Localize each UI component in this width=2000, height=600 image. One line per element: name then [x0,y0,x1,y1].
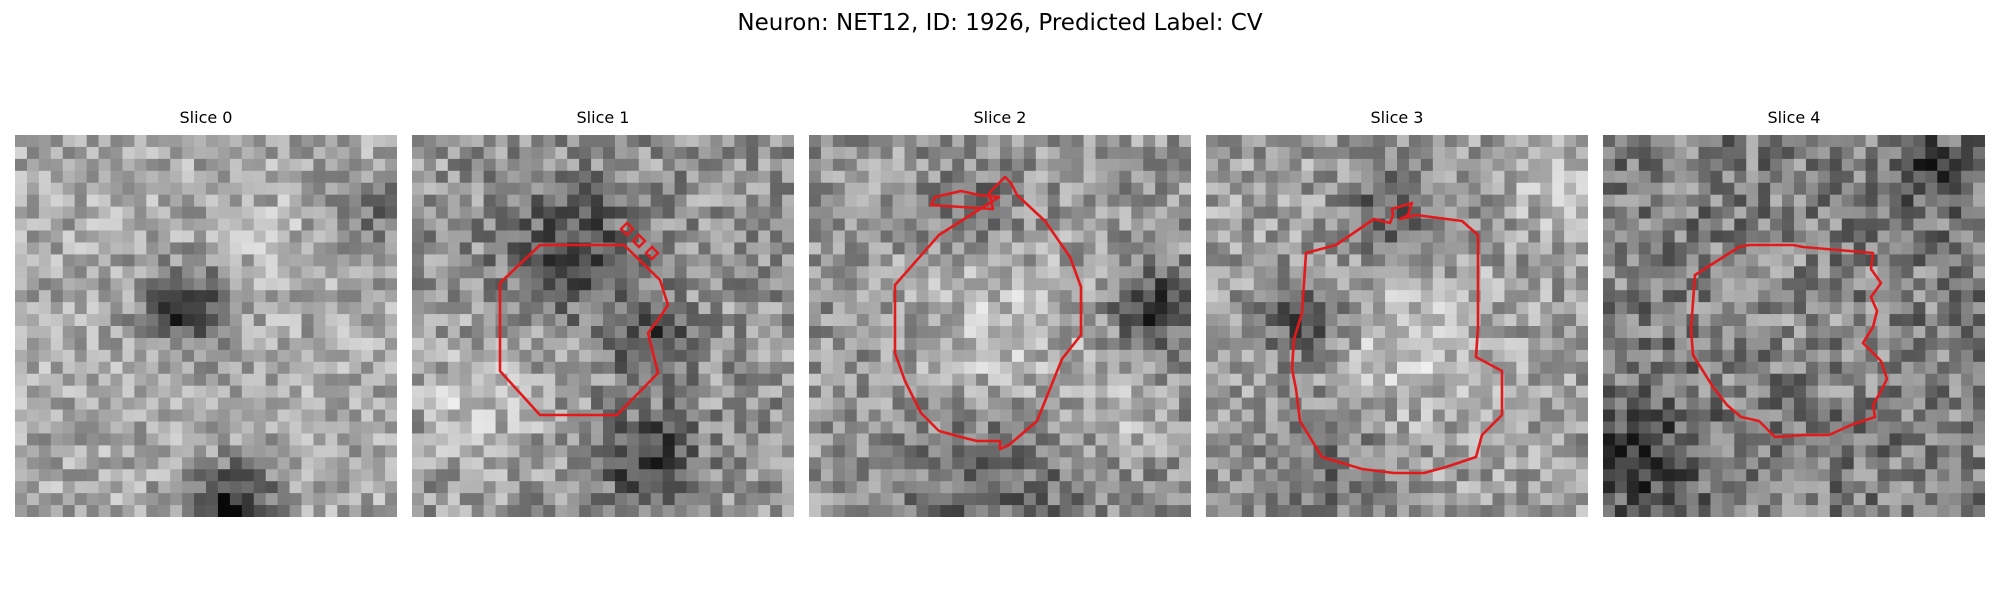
slice-panel-2: Slice 2 [809,105,1191,519]
slice-panel-4: Slice 4 [1603,105,1985,519]
slice-panel-1: Slice 1 [412,105,794,519]
segmentation-contour [1689,243,1889,439]
slice-panel-0: Slice 0 [15,105,397,519]
slice-image-1 [412,135,794,517]
figure-title: Neuron: NET12, ID: 1926, Predicted Label… [737,10,1263,36]
slice-title: Slice 1 [576,108,630,127]
slice-title: Slice 4 [1767,108,1821,127]
contour-fragment [631,233,647,249]
slice-image-4 [1603,135,1985,517]
slice-image-0 [15,135,397,517]
segmentation-contour [1290,201,1504,475]
slice-image-2 [809,135,1191,517]
contour-fragment [644,245,660,261]
segmentation-contour [498,243,670,417]
segmentation-contour [893,175,1083,451]
slice-image-3 [1206,135,1588,517]
slice-title: Slice 2 [973,108,1027,127]
slice-title: Slice 0 [179,108,233,127]
slice-title: Slice 3 [1370,108,1424,127]
slice-panel-3: Slice 3 [1206,105,1588,519]
contour-fragment [619,221,635,237]
